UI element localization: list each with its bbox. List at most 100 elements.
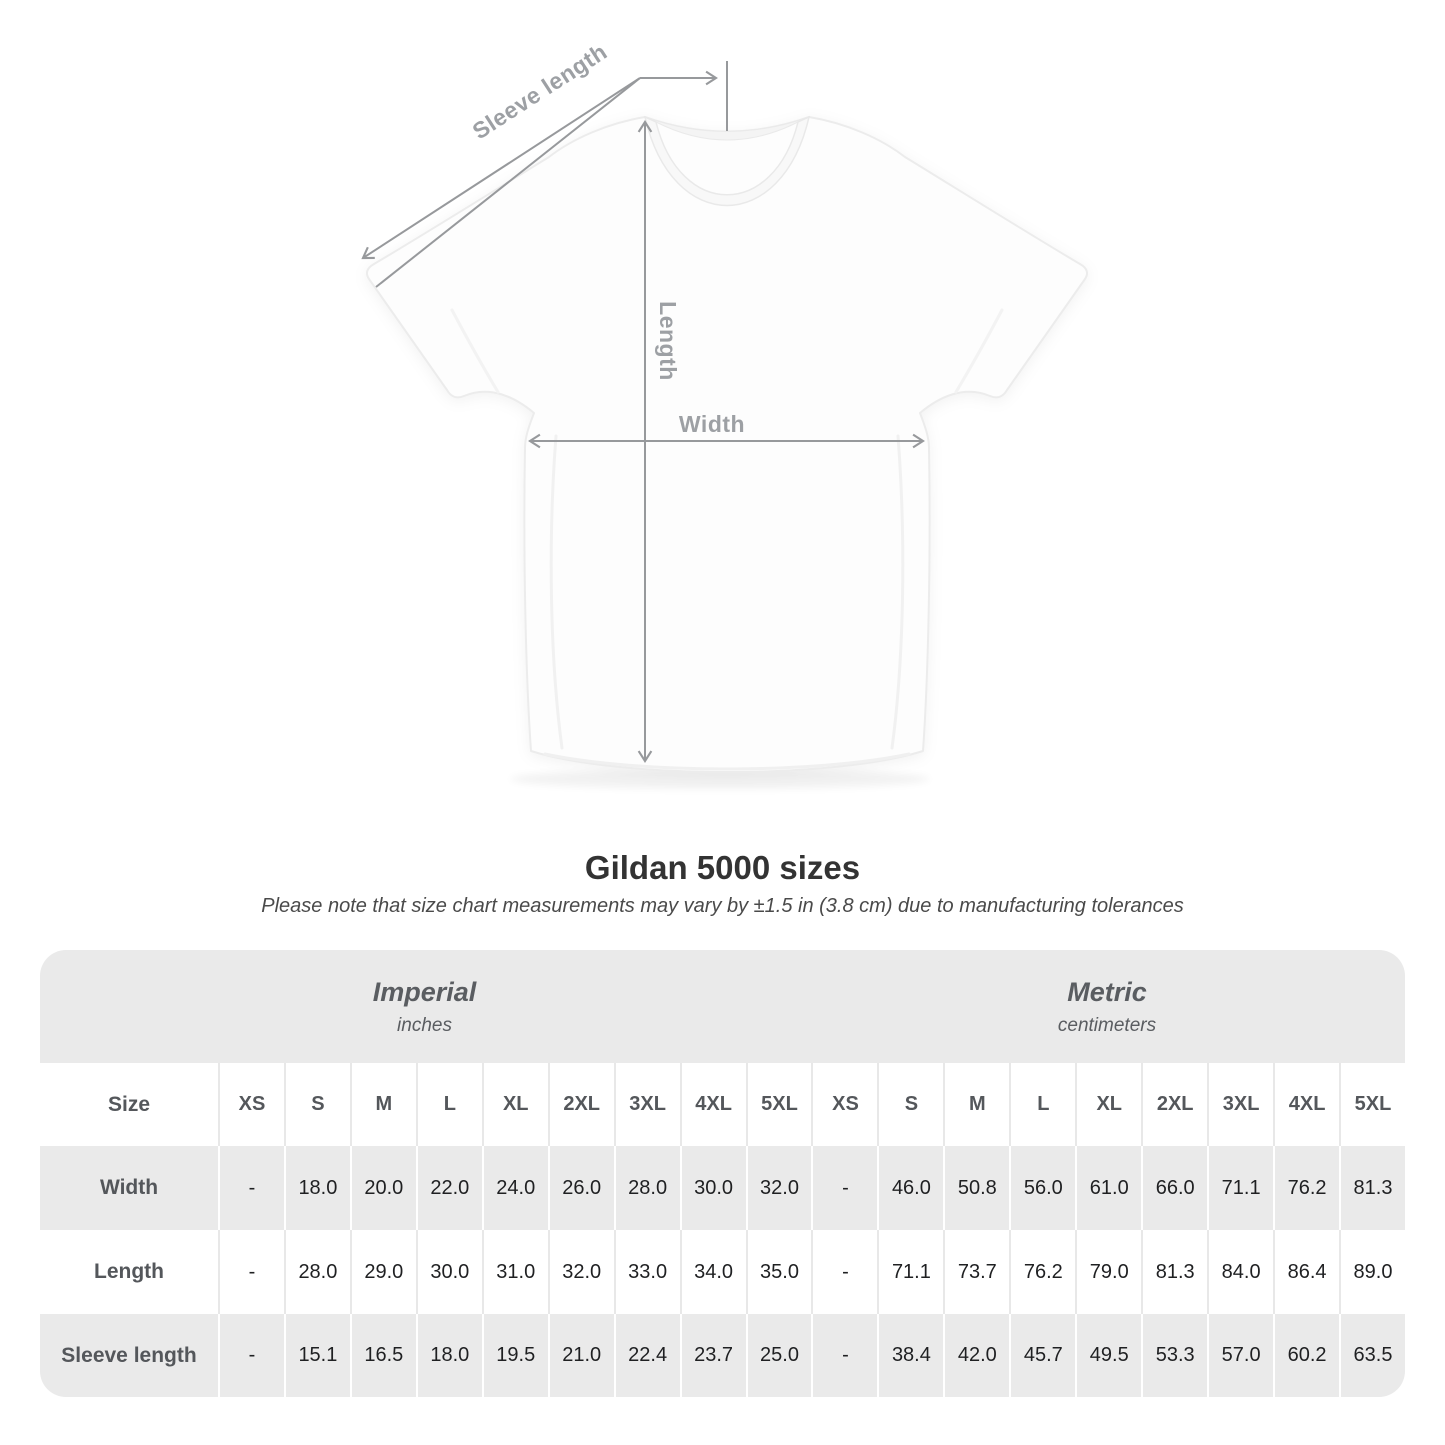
- value-cell: -: [811, 1230, 877, 1314]
- value-cell: 61.0: [1075, 1146, 1141, 1230]
- sleeve-measure-diagonal: [361, 77, 641, 260]
- row-label-cell: Size: [107, 1092, 151, 1116]
- size-chart-table: Imperial inches Metric centimeters Size X…: [40, 950, 1405, 1397]
- sleeve-measure-tail: [375, 77, 641, 288]
- value-cell: 4XL: [1273, 1063, 1339, 1146]
- value-cell: 3XL: [1207, 1063, 1273, 1146]
- value-cell: 2XL: [547, 1063, 614, 1146]
- shirt-shadow: [510, 769, 930, 789]
- page-title: Gildan 5000 sizes: [584, 849, 861, 886]
- value-cell: 15.1: [283, 1314, 350, 1397]
- value-cell: 19.5: [481, 1314, 548, 1397]
- tshirt-collar-front: [643, 115, 811, 207]
- table-row: Sleeve length -15.1 16.5 18.0 19.5 21.0 22.4 23…: [40, 1314, 1405, 1397]
- value-cell: 25.0: [745, 1314, 812, 1397]
- value-cell: 24.0: [481, 1146, 548, 1230]
- value-cell: 2XL: [1141, 1063, 1207, 1146]
- value-cell: 45.7: [1009, 1314, 1075, 1397]
- value-cell: 34.0: [679, 1230, 746, 1314]
- value-cell: 86.4: [1273, 1230, 1339, 1314]
- table-row: Width -18.0 20.0 22.0 24.0 26.0 28.0 30.0 32.0-4…: [40, 1146, 1405, 1230]
- value-cell: 30.0: [415, 1230, 482, 1314]
- value-cell: 89.0: [1339, 1230, 1405, 1314]
- value-cell: 5XL: [745, 1063, 812, 1146]
- unit-header-band: Imperial inches Metric centimeters: [40, 950, 1405, 1063]
- value-cell: 5XL: [1339, 1063, 1405, 1146]
- value-cell: 50.8: [943, 1146, 1009, 1230]
- value-cell: 71.1: [877, 1230, 943, 1314]
- value-cell: -: [218, 1314, 284, 1397]
- imperial-title: Imperial: [372, 976, 477, 1007]
- value-cell: 32.0: [745, 1146, 812, 1230]
- value-cell: 56.0: [1009, 1146, 1075, 1230]
- row-label-cell: Sleeve length: [61, 1343, 197, 1367]
- sleeve-length-label: Sleeve length: [468, 38, 612, 144]
- value-cell: 22.4: [613, 1314, 680, 1397]
- value-cell: M: [349, 1063, 416, 1146]
- value-cell: 71.1: [1207, 1146, 1273, 1230]
- value-cell: -: [811, 1314, 877, 1397]
- value-cell: -: [218, 1146, 284, 1230]
- value-cell: 57.0: [1207, 1314, 1273, 1397]
- value-cell: 26.0: [547, 1146, 614, 1230]
- value-cell: -: [811, 1146, 877, 1230]
- value-cell: 18.0: [415, 1314, 482, 1397]
- value-cell: L: [415, 1063, 482, 1146]
- value-cell: 3XL: [613, 1063, 680, 1146]
- wrinkle: [890, 434, 905, 750]
- metric-title: Metric: [1067, 976, 1147, 1007]
- wrinkle: [450, 308, 500, 394]
- wrinkle: [954, 308, 1004, 394]
- value-cell: 4XL: [679, 1063, 746, 1146]
- value-cell: XL: [1075, 1063, 1141, 1146]
- table-row: Length -28.0 29.0 30.0 31.0 32.0 33.0 34.0 35.0-…: [40, 1230, 1405, 1314]
- value-cell: 66.0: [1141, 1146, 1207, 1230]
- value-cell: 18.0: [283, 1146, 350, 1230]
- metric-header: Metric centimeters: [809, 950, 1405, 1063]
- value-cell: 28.0: [283, 1230, 350, 1314]
- value-cell: 38.4: [877, 1314, 943, 1397]
- value-cell: 21.0: [547, 1314, 614, 1397]
- value-cell: 63.5: [1339, 1314, 1405, 1397]
- value-cell: 79.0: [1075, 1230, 1141, 1314]
- value-cell: 60.2: [1273, 1314, 1339, 1397]
- value-cell: 33.0: [613, 1230, 680, 1314]
- value-cell: M: [943, 1063, 1009, 1146]
- value-cell: 84.0: [1207, 1230, 1273, 1314]
- value-cell: 28.0: [613, 1146, 680, 1230]
- tolerance-note: Please note that size chart measurements…: [261, 895, 1184, 917]
- wrinkle: [549, 434, 564, 750]
- value-cell: 81.3: [1141, 1230, 1207, 1314]
- value-cell: 81.3: [1339, 1146, 1405, 1230]
- value-cell: 76.2: [1273, 1146, 1339, 1230]
- tshirt-outline: [365, 116, 1089, 773]
- imperial-unit: inches: [397, 1014, 452, 1036]
- value-cell: -: [218, 1230, 284, 1314]
- value-cell: 73.7: [943, 1230, 1009, 1314]
- table-grid: Size XS S M L XL 2XL 3XL 4XL 5XL XS S M L XL 2XL 3XL 4XL 5…: [40, 1063, 1405, 1397]
- tshirt-measurement-diagram: Sleeve length Length Width: [361, 38, 1089, 789]
- value-cell: 20.0: [349, 1146, 416, 1230]
- value-cell: S: [877, 1063, 943, 1146]
- value-cell: 53.3: [1141, 1314, 1207, 1397]
- value-cell: 22.0: [415, 1146, 482, 1230]
- value-cell: 23.7: [679, 1314, 746, 1397]
- value-cell: 30.0: [679, 1146, 746, 1230]
- value-cell: 49.5: [1075, 1314, 1141, 1397]
- width-label: Width: [679, 411, 745, 437]
- value-cell: 76.2: [1009, 1230, 1075, 1314]
- value-cell: L: [1009, 1063, 1075, 1146]
- metric-unit: centimeters: [1057, 1014, 1157, 1036]
- value-cell: S: [283, 1063, 350, 1146]
- row-label-cell: Width: [99, 1176, 159, 1199]
- value-cell: 35.0: [745, 1230, 812, 1314]
- hem-crease: [543, 752, 911, 771]
- value-cell: 31.0: [481, 1230, 548, 1314]
- value-cell: 46.0: [877, 1146, 943, 1230]
- value-cell: 42.0: [943, 1314, 1009, 1397]
- row-label-cell: Length: [94, 1260, 164, 1283]
- value-cell: 16.5: [349, 1314, 416, 1397]
- value-cell: XS: [811, 1063, 877, 1146]
- value-cell: XS: [218, 1063, 284, 1146]
